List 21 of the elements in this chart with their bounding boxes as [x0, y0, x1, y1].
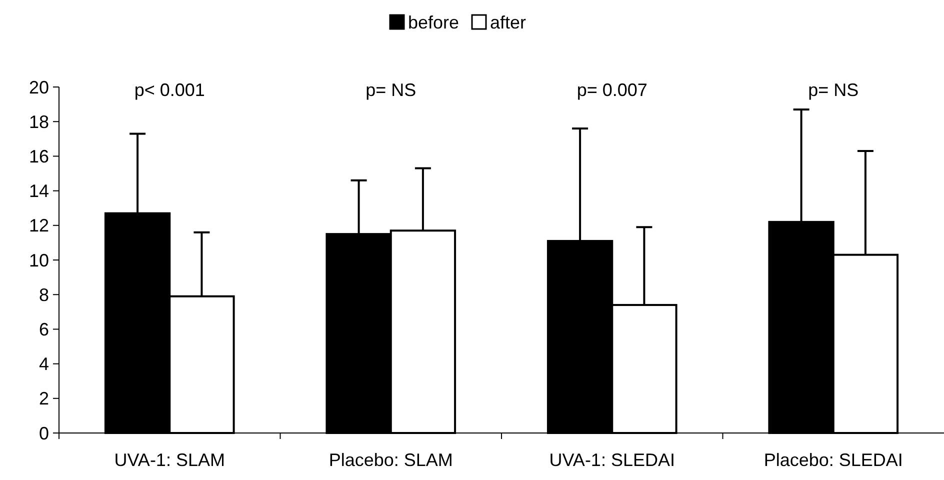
x-tick-label: Placebo: SLAM: [328, 450, 453, 470]
x-tick-label: UVA-1: SLEDAI: [549, 450, 675, 470]
annotation: p< 0.001: [134, 80, 205, 100]
y-tick-label: 12: [28, 216, 49, 236]
y-tick-label: 16: [28, 146, 49, 166]
y-tick-label: 0: [38, 423, 49, 444]
y-tick-label: 2: [38, 388, 49, 409]
y-tick-label: 20: [28, 77, 49, 98]
y-tick-label: 8: [38, 284, 49, 305]
annotation: p= NS: [366, 80, 416, 100]
x-tick-label: Placebo: SLEDAI: [764, 450, 903, 470]
legend-label: after: [490, 12, 526, 32]
annotation: p= 0.007: [576, 80, 648, 100]
y-tick-label: 10: [28, 250, 49, 270]
y-tick-label: 4: [38, 354, 49, 374]
annotation: p= NS: [808, 80, 859, 100]
legend-label: before: [408, 12, 460, 32]
x-tick-label: UVA-1: SLAM: [114, 450, 225, 470]
y-tick-label: 18: [28, 112, 49, 132]
y-tick-label: 6: [38, 320, 49, 340]
y-tick-label: 14: [28, 181, 49, 202]
